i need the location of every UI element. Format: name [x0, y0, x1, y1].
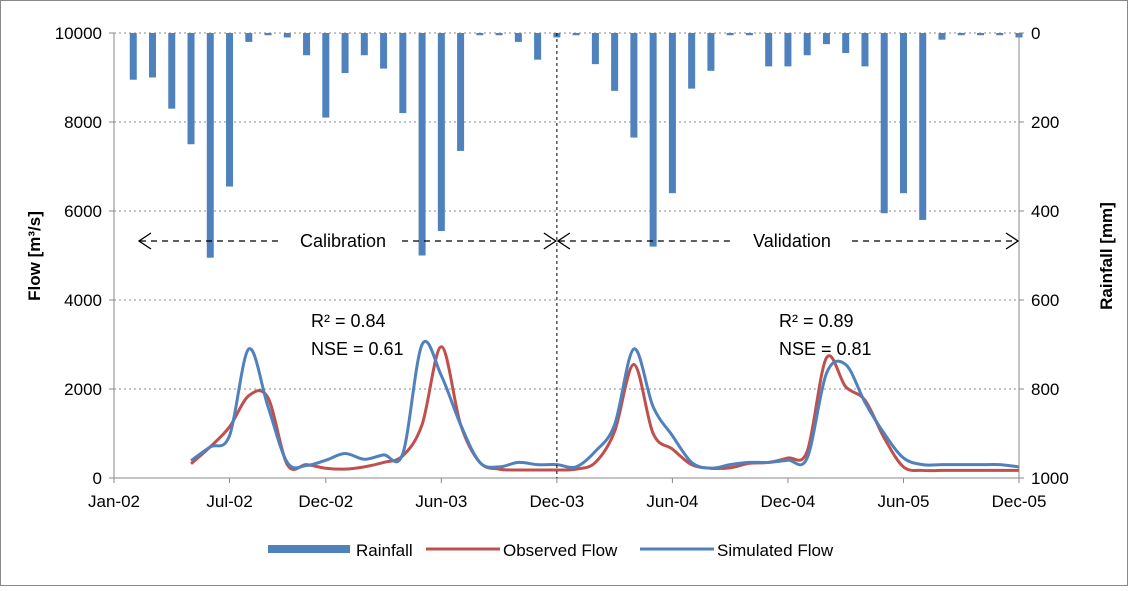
rainfall-bar [861, 33, 869, 67]
rainfall-bar [514, 33, 522, 42]
y2-tick-label: 200 [1031, 113, 1059, 132]
rainfall-bar [149, 33, 157, 78]
axes: 0 2000 4000 6000 8000 10000 0 200 400 600 800 1000 J… [55, 24, 1069, 511]
rainfall-bar [611, 33, 619, 91]
rainfall-bar [457, 33, 465, 151]
rainfall-bar [572, 33, 580, 36]
y-tick-label: 0 [93, 469, 102, 488]
y-tick-label: 8000 [64, 113, 102, 132]
rainfall-bar [803, 33, 811, 56]
calibration-nse: NSE = 0.61 [311, 339, 404, 359]
calibration-arrowhead-left [137, 232, 152, 250]
x-tick-label: Jul-02 [206, 492, 252, 511]
rainfall-bar [707, 33, 715, 71]
flow-lines [190, 340, 1020, 473]
rainfall-bar [996, 33, 1004, 36]
validation-arrowhead-right [1005, 232, 1020, 250]
rainfall-bar [418, 33, 426, 256]
rainfall-bar [264, 33, 272, 36]
rainfall-bar [206, 33, 214, 258]
rainfall-bar [630, 33, 638, 138]
validation-nse: NSE = 0.81 [779, 339, 872, 359]
y-axis-title-right: Rainfall [mm] [1097, 202, 1116, 310]
rainfall-bar [822, 33, 830, 45]
rainfall-bar [784, 33, 792, 67]
validation-r2: R² = 0.89 [779, 311, 854, 331]
rainfall-bar [668, 33, 676, 194]
rainfall-bar [976, 33, 984, 36]
rainfall-bar [226, 33, 234, 187]
y2-tick-label: 800 [1031, 380, 1059, 399]
x-tick-label: Dec-03 [529, 492, 584, 511]
y-tick-label: 10000 [55, 24, 102, 43]
rainfall-bar [283, 33, 291, 38]
calibration-arrowhead-right [543, 232, 558, 250]
y-tick-label: 6000 [64, 202, 102, 221]
rainfall-bar [303, 33, 311, 56]
legend-label-observed: Observed Flow [503, 541, 618, 560]
legend-label-rainfall: Rainfall [356, 541, 413, 560]
x-tick-label: Jun-05 [877, 492, 929, 511]
x-tick-label: Jun-04 [646, 492, 698, 511]
rainfall-bar [399, 33, 407, 114]
y2-tick-label: 1000 [1031, 469, 1069, 488]
validation-label: Validation [753, 231, 831, 251]
rainfall-bar [726, 33, 734, 36]
rainfall-bar [591, 33, 599, 65]
x-tick-label: Dec-05 [992, 492, 1047, 511]
x-tick-label: Dec-02 [298, 492, 353, 511]
rainfall-bars [129, 33, 1023, 258]
legend: Rainfall Observed Flow Simulated Flow [268, 541, 834, 560]
y2-tick-label: 0 [1031, 24, 1040, 43]
rainfall-bar [688, 33, 696, 89]
legend-label-simulated: Simulated Flow [717, 541, 834, 560]
validation-arrowhead-left [556, 232, 571, 250]
rainfall-bar [322, 33, 330, 118]
rainfall-bar [745, 33, 753, 36]
rainfall-bar [957, 33, 965, 36]
y-tick-label: 2000 [64, 380, 102, 399]
x-tick-label: Jun-03 [415, 492, 467, 511]
y2-tick-label: 400 [1031, 202, 1059, 221]
rainfall-bar [899, 33, 907, 194]
rainfall-bar [129, 33, 137, 80]
rainfall-bar [880, 33, 888, 214]
rainfall-bar [341, 33, 349, 74]
x-tick-label: Dec-04 [761, 492, 816, 511]
rainfall-bar [360, 33, 368, 56]
rainfall-bar [765, 33, 773, 67]
calibration-label: Calibration [300, 231, 386, 251]
rainfall-bar [187, 33, 195, 145]
simulated-flow-line [190, 340, 1020, 470]
rainfall-bar [437, 33, 445, 232]
rainfall-bar [919, 33, 927, 220]
rainfall-bar [476, 33, 484, 36]
x-tick-label: Jan-02 [88, 492, 140, 511]
rainfall-bar [534, 33, 542, 60]
rainfall-bar [245, 33, 253, 42]
rainfall-bar [380, 33, 388, 69]
legend-swatch-rainfall [268, 545, 350, 553]
annotations: Calibration Validation R² = 0.84 NSE = 0.61… [137, 33, 1020, 478]
y-tick-label: 4000 [64, 291, 102, 310]
y-axis-title-left: Flow [m³/s] [25, 211, 44, 301]
rainfall-bar [842, 33, 850, 54]
rainfall-bar [649, 33, 657, 247]
calibration-r2: R² = 0.84 [311, 311, 386, 331]
y2-tick-label: 600 [1031, 291, 1059, 310]
rainfall-bar [495, 33, 503, 36]
rainfall-bar [168, 33, 176, 109]
rainfall-bar [938, 33, 946, 40]
